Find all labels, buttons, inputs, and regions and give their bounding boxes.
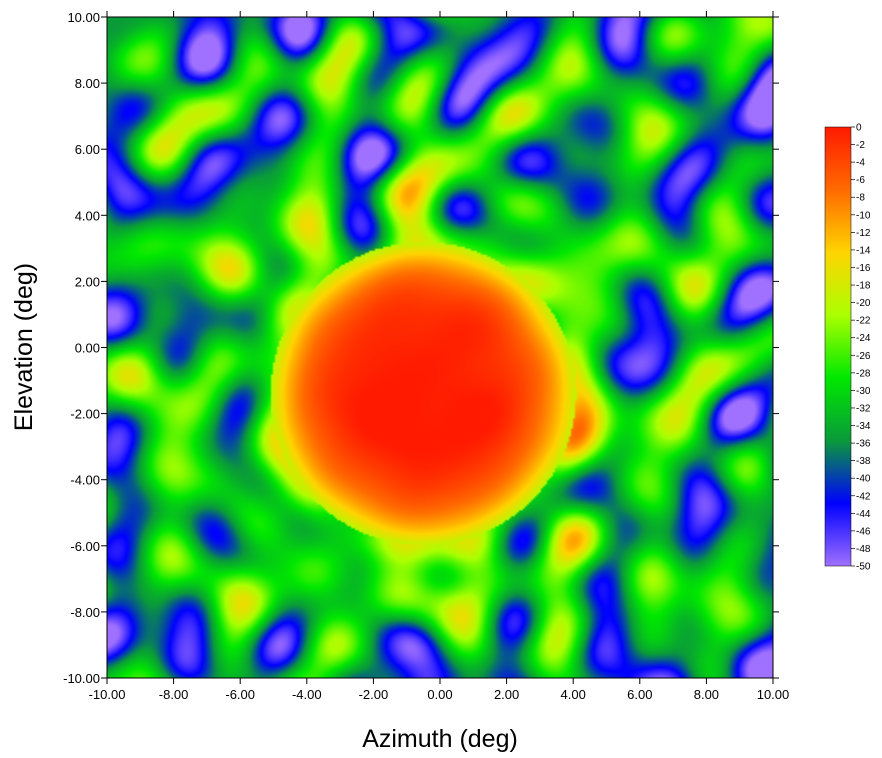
colorbar-tick-label: -38 (856, 456, 871, 467)
colorbar-tick-label: -22 (856, 316, 871, 327)
colorbar-tick-label: -40 (856, 474, 871, 485)
colorbar-tick-label: -20 (856, 298, 871, 309)
x-tick-label: 6.00 (627, 687, 652, 702)
colorbar-tick-label: -24 (856, 333, 871, 344)
y-tick-label: 0.00 (75, 341, 100, 356)
colorbar-tick-label: -4 (856, 158, 865, 169)
colorbar-tick-label: -6 (856, 175, 865, 186)
x-tick-label: -10.00 (89, 687, 126, 702)
colorbar: 0 -2 -4 -6 -8 -10 -12 -14 -16 -18 -20 -22 -24 -26 -28 -… (824, 123, 871, 573)
colorbar-tick-label: -30 (856, 386, 871, 397)
x-axis-title: Azimuth (deg) (362, 725, 518, 753)
x-tick-label: 4.00 (561, 687, 586, 702)
x-tick-label: 10.00 (757, 687, 790, 702)
y-tick-label: 2.00 (75, 274, 100, 289)
colorbar-tick-label: -34 (856, 421, 871, 432)
colorbar-tick-label: -10 (856, 210, 871, 221)
y-tick-label: -8.00 (70, 605, 100, 620)
colorbar-tick-label: -14 (856, 245, 871, 256)
x-tick-label: -6.00 (225, 687, 255, 702)
colorbar-tick-label: -28 (856, 368, 871, 379)
x-tick-label: -4.00 (292, 687, 322, 702)
colorbar-scale (824, 126, 852, 567)
colorbar-tick-label: -8 (856, 193, 865, 204)
y-tick-label: 10.00 (67, 10, 100, 25)
x-axis: -10.00 -8.00 -6.00 -4.00 -2.00 0.00 2.00 4.00 6.… (89, 11, 790, 702)
y-axis-title: Elevation (deg) (10, 263, 38, 431)
colorbar-tick-label: 0 (856, 123, 862, 134)
y-tick-label: 4.00 (75, 208, 100, 223)
y-tick-label: -6.00 (70, 539, 100, 554)
y-axis: 10.00 8.00 6.00 4.00 2.00 0.00 -2.00 -4.00 -6.00… (63, 10, 779, 686)
x-tick-label: -2.00 (359, 687, 389, 702)
colorbar-tick-label: -18 (856, 281, 871, 292)
heatmap-image (107, 17, 773, 678)
colorbar-ticks: 0 -2 -4 -6 -8 -10 -12 -14 -16 -18 -20 -22 -24 -26 -28 -… (851, 123, 871, 573)
y-tick-label: 6.00 (75, 142, 100, 157)
y-tick-label: -4.00 (70, 473, 100, 488)
colorbar-tick-label: -26 (856, 351, 871, 362)
x-tick-label: 0.00 (427, 687, 452, 702)
colorbar-tick-label: -44 (856, 509, 871, 520)
x-tick-label: -8.00 (159, 687, 189, 702)
colorbar-tick-label: -42 (856, 491, 871, 502)
colorbar-tick-label: -48 (856, 544, 871, 555)
colorbar-tick-label: -46 (856, 526, 871, 537)
colorbar-tick-label: -32 (856, 403, 871, 414)
colorbar-tick-label: -50 (856, 562, 871, 573)
y-tick-label: -2.00 (70, 407, 100, 422)
y-tick-label: -10.00 (63, 671, 100, 686)
y-tick-label: 8.00 (75, 76, 100, 91)
colorbar-tick-label: -36 (856, 439, 871, 450)
x-tick-label: 2.00 (494, 687, 519, 702)
plot-area (106, 16, 774, 679)
colorbar-tick-label: -12 (856, 228, 871, 239)
x-tick-label: 8.00 (694, 687, 719, 702)
colorbar-tick-label: -2 (856, 140, 865, 151)
colorbar-tick-label: -16 (856, 263, 871, 274)
